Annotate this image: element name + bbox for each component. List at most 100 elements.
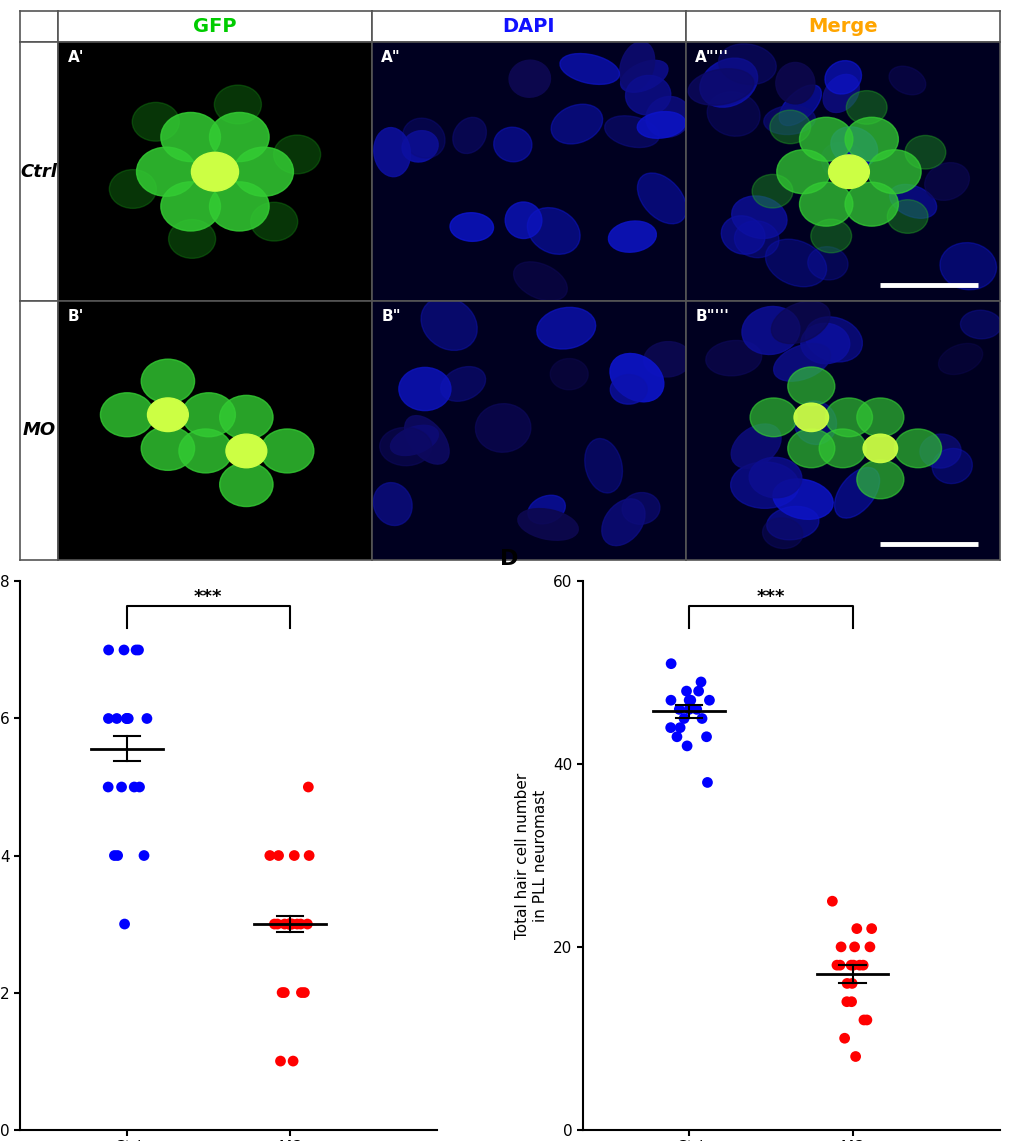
Point bbox=[681, 691, 697, 710]
Point bbox=[662, 719, 679, 737]
Ellipse shape bbox=[449, 212, 493, 242]
Ellipse shape bbox=[834, 468, 878, 518]
Ellipse shape bbox=[924, 163, 968, 201]
Point bbox=[836, 1029, 852, 1047]
Ellipse shape bbox=[421, 297, 477, 350]
Text: GFP: GFP bbox=[193, 17, 236, 37]
Circle shape bbox=[226, 434, 267, 468]
Point bbox=[842, 956, 858, 974]
Ellipse shape bbox=[705, 340, 761, 375]
Ellipse shape bbox=[559, 54, 619, 84]
Text: B"''': B"''' bbox=[695, 309, 729, 324]
Point bbox=[690, 682, 706, 701]
Circle shape bbox=[251, 202, 298, 241]
Point bbox=[100, 778, 116, 796]
Ellipse shape bbox=[643, 341, 691, 377]
Ellipse shape bbox=[770, 301, 829, 343]
Point bbox=[296, 984, 312, 1002]
Point bbox=[113, 778, 129, 796]
Point bbox=[688, 701, 704, 719]
Ellipse shape bbox=[794, 400, 836, 445]
Text: Merge: Merge bbox=[807, 17, 876, 37]
Ellipse shape bbox=[403, 119, 444, 159]
Point bbox=[662, 655, 679, 673]
Ellipse shape bbox=[518, 509, 578, 541]
Point bbox=[681, 701, 697, 719]
Ellipse shape bbox=[805, 317, 861, 362]
Point bbox=[126, 778, 143, 796]
Point bbox=[280, 915, 297, 933]
Ellipse shape bbox=[504, 202, 541, 238]
Ellipse shape bbox=[584, 438, 622, 493]
Point bbox=[283, 915, 300, 933]
Point bbox=[846, 938, 862, 956]
Point bbox=[863, 920, 879, 938]
Ellipse shape bbox=[772, 479, 833, 519]
Point bbox=[843, 974, 859, 993]
Point bbox=[120, 710, 137, 728]
Ellipse shape bbox=[960, 310, 1001, 339]
Point bbox=[848, 920, 864, 938]
Ellipse shape bbox=[824, 60, 861, 94]
Point bbox=[676, 710, 692, 728]
Ellipse shape bbox=[717, 43, 775, 84]
Circle shape bbox=[793, 403, 827, 431]
Circle shape bbox=[219, 396, 273, 439]
Circle shape bbox=[141, 427, 195, 470]
Point bbox=[672, 719, 688, 737]
Ellipse shape bbox=[405, 415, 448, 464]
Point bbox=[116, 915, 132, 933]
Ellipse shape bbox=[637, 112, 685, 138]
Point bbox=[839, 974, 855, 993]
Circle shape bbox=[887, 200, 927, 233]
Circle shape bbox=[824, 398, 871, 437]
Circle shape bbox=[856, 460, 903, 499]
Ellipse shape bbox=[645, 97, 690, 137]
Ellipse shape bbox=[919, 434, 960, 468]
Text: ***: *** bbox=[756, 588, 785, 606]
Ellipse shape bbox=[889, 66, 925, 95]
Circle shape bbox=[219, 462, 273, 507]
Circle shape bbox=[787, 429, 834, 468]
Circle shape bbox=[867, 149, 920, 194]
Point bbox=[136, 847, 152, 865]
Ellipse shape bbox=[820, 143, 866, 183]
Point bbox=[701, 691, 717, 710]
Circle shape bbox=[161, 113, 220, 162]
Ellipse shape bbox=[398, 367, 450, 411]
Circle shape bbox=[260, 429, 314, 472]
Ellipse shape bbox=[734, 220, 779, 258]
Circle shape bbox=[209, 181, 269, 230]
Circle shape bbox=[818, 429, 865, 468]
Point bbox=[682, 691, 698, 710]
Point bbox=[106, 847, 122, 865]
Circle shape bbox=[214, 86, 261, 124]
Ellipse shape bbox=[637, 173, 686, 224]
Point bbox=[272, 1052, 288, 1070]
Point bbox=[139, 710, 155, 728]
Point bbox=[109, 847, 125, 865]
Point bbox=[843, 993, 859, 1011]
Point bbox=[692, 673, 708, 691]
Point bbox=[131, 778, 148, 796]
Ellipse shape bbox=[604, 115, 658, 147]
Circle shape bbox=[273, 135, 320, 173]
Ellipse shape bbox=[807, 246, 847, 280]
Circle shape bbox=[904, 136, 945, 169]
Ellipse shape bbox=[688, 68, 753, 105]
Point bbox=[292, 915, 309, 933]
Ellipse shape bbox=[775, 63, 814, 104]
Ellipse shape bbox=[528, 495, 565, 524]
Point bbox=[118, 710, 135, 728]
Ellipse shape bbox=[731, 196, 787, 238]
Ellipse shape bbox=[748, 458, 801, 497]
Point bbox=[855, 1011, 871, 1029]
Ellipse shape bbox=[513, 261, 567, 301]
Ellipse shape bbox=[830, 127, 876, 167]
Ellipse shape bbox=[475, 404, 530, 452]
Point bbox=[281, 915, 298, 933]
Ellipse shape bbox=[730, 462, 798, 509]
Ellipse shape bbox=[609, 354, 663, 402]
Ellipse shape bbox=[762, 518, 802, 549]
Ellipse shape bbox=[440, 366, 485, 402]
